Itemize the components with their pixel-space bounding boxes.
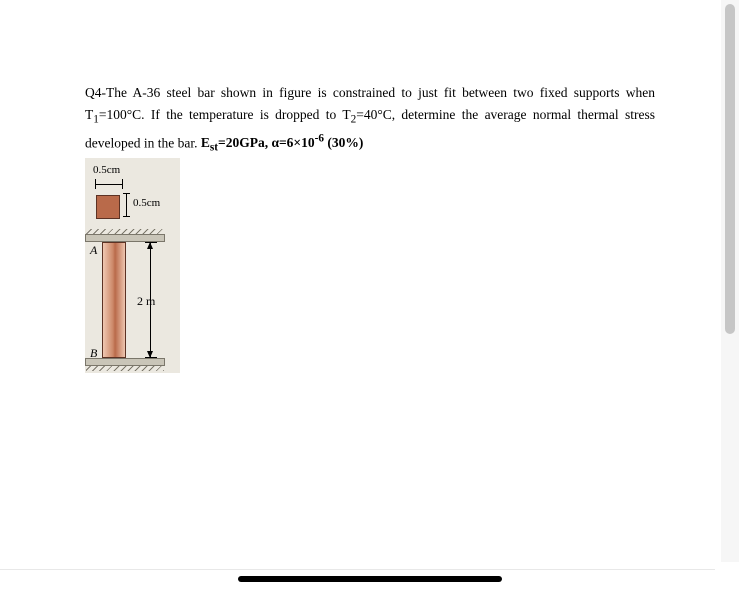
length-dimension-label: 2 m: [137, 294, 155, 309]
param-rest: =20GPa, α=6×10: [218, 135, 315, 150]
figure-diagram: 0.5cm 0.5cm A B 2 m: [85, 158, 180, 373]
param-E-sub: st: [210, 142, 218, 154]
depth-dimension-label: 0.5cm: [133, 197, 160, 209]
scrollbar-track[interactable]: [721, 0, 739, 562]
point-b-label: B: [90, 346, 97, 361]
q-number: Q4-: [85, 85, 106, 100]
fixed-support-top: [85, 234, 165, 242]
steel-bar: [102, 242, 126, 358]
problem-text: Q4-The A-36 steel bar shown in figure is…: [85, 82, 655, 157]
text-part2: If the temperature is dropped to T: [151, 107, 351, 122]
param-E: E: [201, 135, 210, 150]
document-page: Q4-The A-36 steel bar shown in figure is…: [0, 0, 715, 592]
problem-statement: Q4-The A-36 steel bar shown in figure is…: [85, 82, 655, 157]
point-a-label: A: [90, 243, 97, 258]
cross-section: [96, 195, 120, 219]
t1-val: =100°C.: [99, 107, 145, 122]
width-dimension-label: 0.5cm: [93, 164, 120, 176]
home-indicator: [238, 576, 502, 582]
width-dimension-line: [95, 179, 123, 189]
param-exp: -6: [315, 133, 324, 145]
text-part3: bar.: [178, 135, 201, 150]
page-divider: [0, 569, 715, 570]
param-tail: (30%): [324, 135, 363, 150]
scrollbar-thumb[interactable]: [725, 4, 735, 334]
